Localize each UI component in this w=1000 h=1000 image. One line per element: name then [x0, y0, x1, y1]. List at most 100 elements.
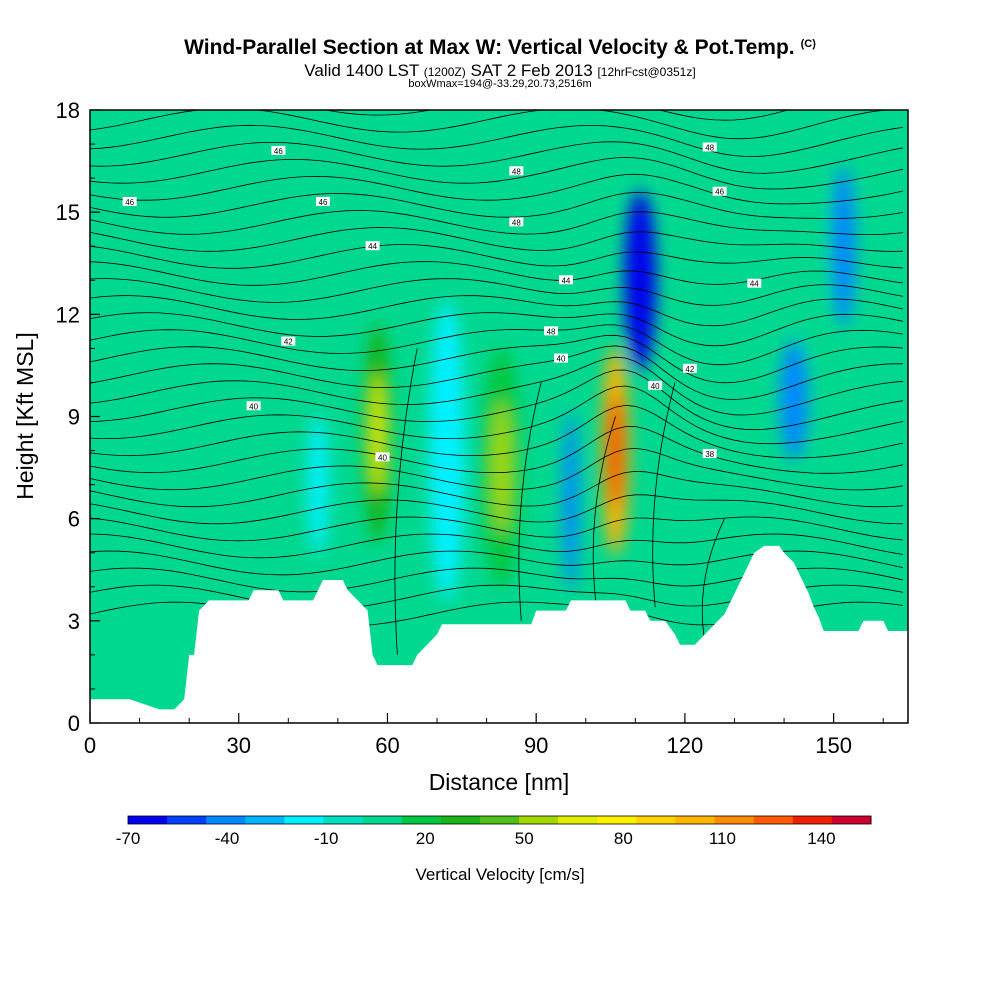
theta-contour — [90, 141, 904, 174]
colorbar-swatch — [362, 816, 403, 824]
contour-label: 48 — [509, 217, 524, 227]
x-tick-label: 90 — [524, 733, 548, 758]
theta-contour — [90, 261, 904, 286]
chart-box-info: boxWmax=194@-33.29,20.73,2516m — [408, 78, 592, 90]
theta-contour-labels: 46 46 46 48 48 48 46 44 44 44 48 42 40 42 40 40 40 38 — [122, 142, 762, 462]
y-tick-label: 15 — [56, 200, 80, 225]
svg-text:40: 40 — [249, 402, 258, 411]
velocity-feature-core — [370, 373, 385, 495]
colorbar-swatch — [323, 816, 364, 824]
theta-contour — [90, 426, 904, 474]
svg-text:40: 40 — [378, 453, 387, 462]
theta-contour — [90, 385, 904, 445]
contour-label: 46 — [122, 196, 137, 207]
theta-contour — [90, 447, 904, 491]
velocity-feature — [308, 414, 329, 555]
theta-contour — [90, 244, 904, 269]
svg-text:44: 44 — [561, 276, 570, 285]
x-tick-label: 0 — [84, 733, 96, 758]
theta-contour — [701, 518, 725, 642]
contour-label: 44 — [747, 278, 762, 289]
contour-label: 44 — [558, 275, 573, 285]
svg-text:48: 48 — [547, 327, 556, 336]
y-axis-label: Height [Kft MSL] — [12, 332, 38, 499]
svg-text:40: 40 — [557, 355, 566, 364]
svg-text:42: 42 — [685, 365, 694, 374]
colorbar-swatch — [597, 816, 637, 824]
theta-contours — [90, 74, 904, 655]
contour-label: 38 — [702, 448, 717, 459]
colorbar-swatch — [753, 816, 794, 824]
theta-contour — [323, 110, 790, 121]
y-tick-label: 18 — [56, 98, 80, 123]
contour-label: 48 — [702, 142, 717, 152]
velocity-feature — [831, 166, 856, 327]
velocity-feature — [562, 411, 579, 592]
velocity-feature-core — [608, 392, 623, 509]
x-tick-label: 120 — [667, 733, 704, 758]
svg-text:46: 46 — [715, 188, 724, 197]
velocity-feature — [428, 300, 465, 601]
contour-label: 40 — [648, 380, 663, 391]
colorbar-swatch — [128, 816, 168, 824]
contour-label: 42 — [682, 363, 697, 374]
theta-contour — [90, 470, 904, 508]
y-tick-label: 3 — [68, 609, 80, 634]
svg-text:48: 48 — [512, 218, 521, 227]
x-tick-label: 60 — [375, 733, 399, 758]
theta-contour — [518, 382, 542, 621]
theta-contour — [90, 494, 904, 525]
svg-text:44: 44 — [368, 242, 377, 251]
colorbar-swatch — [675, 816, 716, 824]
theta-contour — [90, 312, 904, 347]
theta-contour — [90, 227, 904, 252]
colorbar-swatch — [714, 816, 755, 824]
colorbar-swatch — [284, 816, 325, 824]
copyright-mark: (C) — [800, 38, 816, 50]
x-axis: 0 30 60 90 120 150 — [84, 713, 884, 758]
contour-label: 40 — [375, 452, 390, 462]
velocity-feature — [779, 339, 808, 460]
colorbar-swatch — [479, 816, 520, 824]
chart-title: Wind-Parallel Section at Max W: Vertical… — [184, 36, 816, 59]
colorbar-tick-label: -10 — [314, 829, 339, 848]
terrain-mask — [90, 545, 908, 723]
colorbar-swatch — [440, 816, 481, 824]
theta-contour — [592, 416, 616, 601]
svg-text:46: 46 — [274, 147, 283, 156]
theta-contour — [90, 324, 904, 366]
velocity-feature — [244, 492, 273, 613]
colorbar: -70 -40 -10 20 50 80 110 140 — [116, 815, 872, 848]
theta-contour — [90, 334, 904, 384]
theta-contour — [90, 110, 890, 140]
contour-label: 40 — [246, 401, 261, 411]
theta-contour — [394, 348, 418, 655]
colorbar-tick-label: -40 — [215, 829, 240, 848]
theta-contour — [90, 74, 903, 101]
colorbar-tick-label: 50 — [515, 829, 534, 848]
theta-contour — [652, 382, 676, 608]
colorbar-swatch — [245, 816, 285, 824]
x-tick-label: 30 — [226, 733, 250, 758]
svg-text:46: 46 — [125, 198, 134, 207]
colorbar-label: Vertical Velocity [cm/s] — [415, 865, 584, 884]
y-tick-label: 0 — [68, 711, 80, 736]
contour-label: 44 — [365, 241, 380, 251]
svg-text:38: 38 — [705, 450, 714, 459]
y-tick-label: 9 — [68, 405, 80, 430]
contour-label: 40 — [553, 353, 568, 364]
theta-contour — [90, 345, 903, 400]
velocity-feature — [695, 190, 724, 371]
theta-contour — [90, 369, 904, 431]
contour-label: 46 — [271, 145, 286, 156]
theta-contour — [90, 404, 904, 459]
colorbar-tick-label: 20 — [416, 829, 435, 848]
contour-label: 48 — [509, 166, 524, 176]
contour-label: 42 — [281, 336, 296, 347]
theta-contour — [90, 173, 904, 205]
colorbar-tick-label: 80 — [614, 829, 633, 848]
contour-label: 46 — [712, 186, 727, 197]
x-axis-label: Distance [nm] — [429, 769, 570, 795]
y-tick-label: 6 — [68, 507, 80, 532]
